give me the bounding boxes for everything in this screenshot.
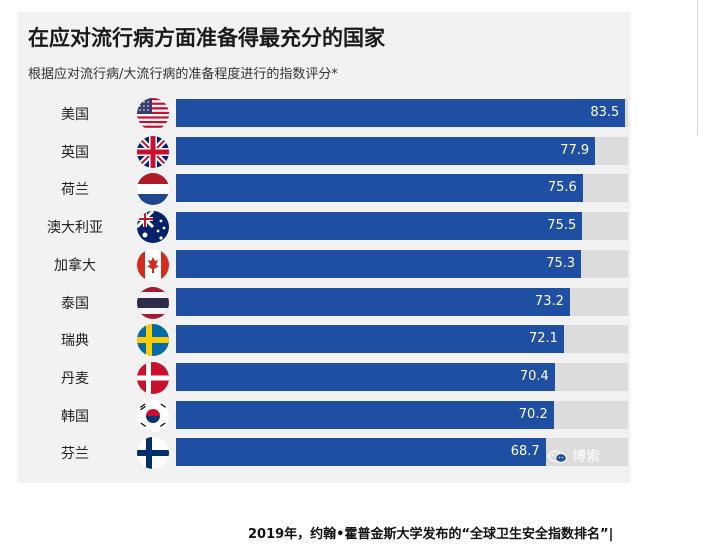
category-label: 加拿大 — [54, 257, 96, 274]
value-label: 68.7 — [510, 444, 540, 460]
value-label: 75.5 — [547, 218, 577, 234]
wechat-icon — [548, 450, 568, 464]
category-label: 美国 — [61, 107, 89, 123]
denmark-flag-icon — [137, 361, 169, 394]
category-label: 泰国 — [61, 295, 89, 312]
bar-row: 澳大利亚 75.5 — [0, 211, 704, 244]
bar — [176, 438, 546, 467]
category-label: 瑞典 — [61, 333, 89, 350]
uk-flag-icon — [137, 135, 169, 168]
korea-flag-icon — [137, 399, 169, 432]
watermark-text: 博索 — [572, 449, 600, 465]
canada-flag-icon — [137, 248, 169, 281]
bar — [176, 99, 626, 127]
bar-row: 荷兰 75.6 — [0, 173, 704, 206]
bar-row: 泰国 73.2 — [0, 286, 704, 319]
category-label: 澳大利亚 — [47, 220, 103, 237]
bar-row: 芬兰 68.7 — [0, 437, 704, 470]
netherlands-flag-icon — [137, 173, 169, 206]
bar — [176, 249, 582, 278]
value-label: 73.2 — [534, 293, 564, 309]
category-label: 英国 — [61, 144, 89, 161]
category-label: 荷兰 — [61, 182, 89, 199]
bar — [176, 136, 596, 165]
bar — [176, 212, 583, 241]
bar-row: 瑞典 72.1 — [0, 324, 704, 357]
category-label: 丹麦 — [61, 370, 89, 387]
category-label: 韩国 — [61, 408, 89, 425]
chart-title: 在应对流行病方面准备得最充分的国家 — [28, 26, 385, 50]
bar-row: 韩国 70.2 — [0, 399, 704, 432]
us-flag-icon — [137, 98, 169, 130]
value-label: 77.9 — [560, 142, 590, 158]
australia-flag-icon — [137, 211, 169, 244]
value-label: 72.1 — [529, 331, 558, 347]
thailand-flag-icon — [137, 286, 169, 319]
bar-row: 加拿大 75.3 — [0, 248, 704, 281]
bar — [176, 325, 564, 354]
value-label: 75.6 — [547, 180, 577, 196]
bar — [176, 287, 570, 316]
bar — [176, 174, 583, 203]
value-label: 75.3 — [546, 255, 576, 271]
bar-row: 美国 83.5 — [0, 98, 704, 130]
divider — [697, 0, 698, 135]
value-label: 70.2 — [518, 406, 548, 422]
bar-row: 丹麦 70.4 — [0, 361, 704, 394]
bar — [176, 400, 554, 429]
watermark: 博索 — [548, 446, 600, 466]
finland-flag-icon — [137, 437, 169, 470]
value-label: 70.4 — [519, 368, 549, 384]
bar-row: 英国 77.9 — [0, 135, 704, 168]
category-label: 芬兰 — [61, 446, 89, 463]
bar — [176, 362, 555, 391]
sweden-flag-icon — [137, 324, 169, 357]
caption: 2019年，约翰•霍普金斯大学发布的“全球卫生安全指数排名”| — [248, 527, 614, 542]
chart-subtitle: 根据应对流行病/大流行病的准备程度进行的指数评分* — [28, 67, 338, 82]
value-label: 83.5 — [590, 105, 620, 120]
